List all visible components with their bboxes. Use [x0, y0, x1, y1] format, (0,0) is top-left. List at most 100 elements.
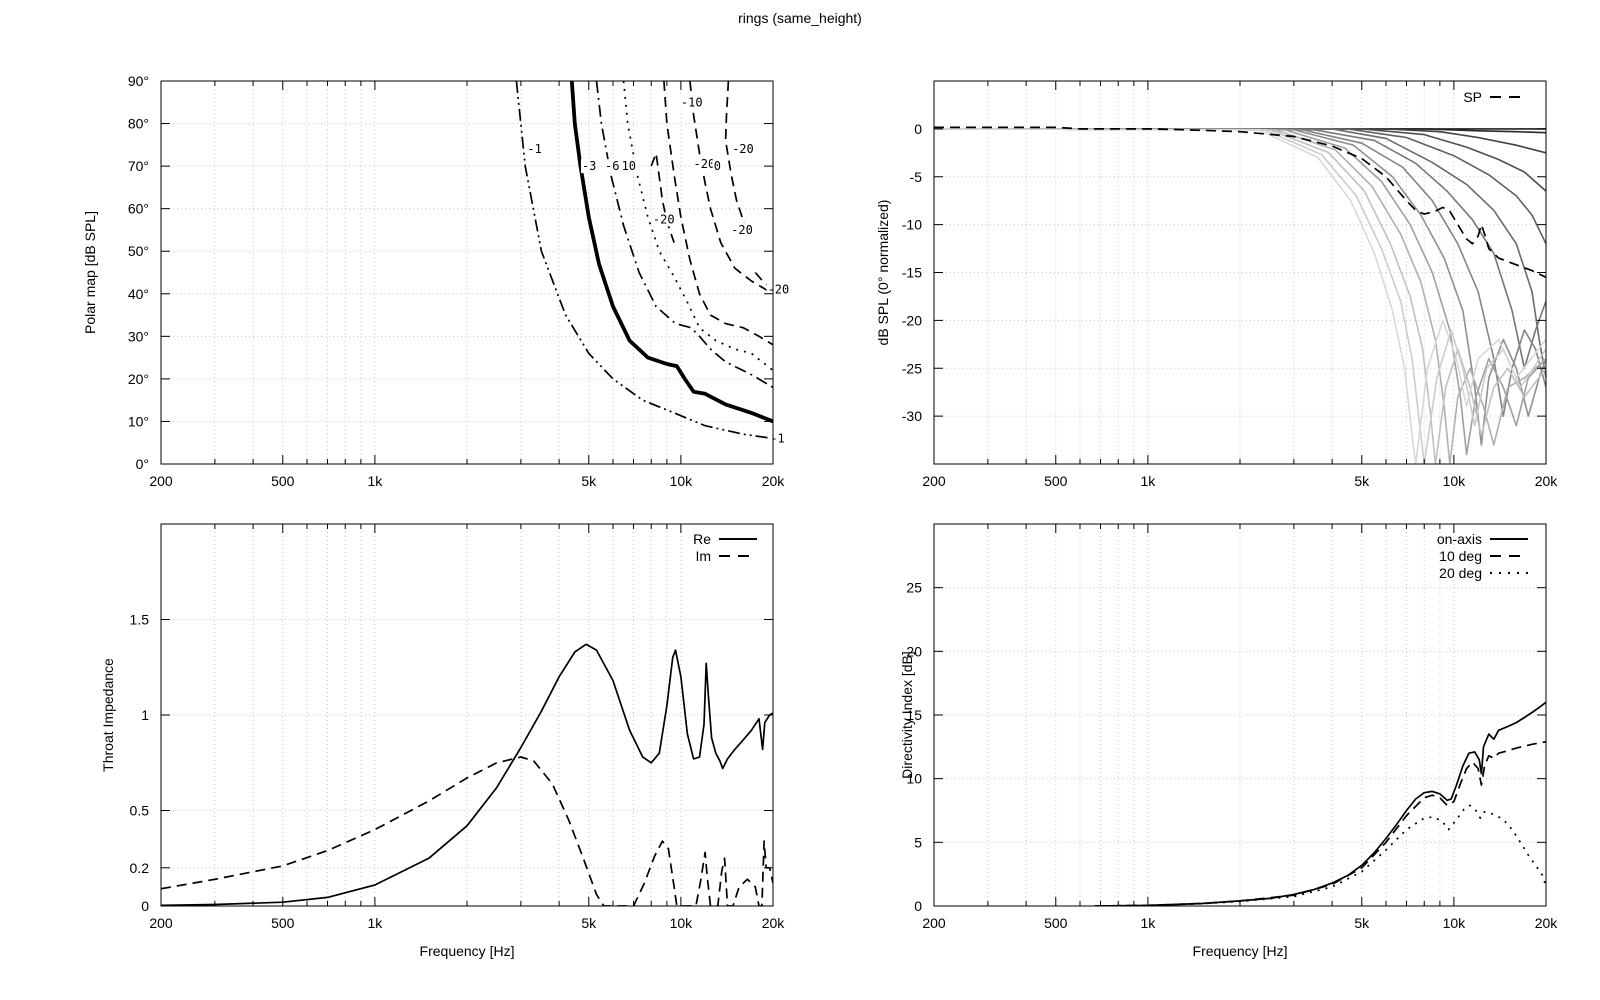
- y-tick-label: 0: [141, 898, 149, 914]
- impedance-series-group: [161, 643, 773, 906]
- y-tick-label: 0.2: [130, 860, 150, 876]
- x-tick-label: 1k: [367, 915, 383, 931]
- contour-label: -1: [770, 431, 784, 445]
- x-tick-label: 1k: [367, 473, 383, 489]
- y-tick-label: 1: [141, 707, 149, 723]
- contour-label-bg: [712, 159, 723, 174]
- y-tick-label: 50°: [128, 243, 149, 259]
- contour-label: 0: [714, 159, 721, 173]
- x-tick-label: 5k: [1354, 473, 1370, 489]
- y-tick-label: -10: [902, 217, 922, 233]
- x-tick-label: 500: [1044, 473, 1068, 489]
- x-tick-label: 500: [271, 915, 295, 931]
- x-tick-label: 10k: [670, 915, 694, 931]
- spl-series-line-7: [934, 128, 1546, 417]
- polar-plot-frame: [160, 80, 774, 465]
- y-tick-label: 0: [914, 898, 922, 914]
- di-series-20-deg: [1094, 804, 1546, 906]
- contour-label: -6: [605, 159, 619, 173]
- di-grid: [934, 524, 1546, 906]
- spl-grid: [934, 81, 1546, 464]
- contour-label-bg: [730, 222, 755, 237]
- y-axis-label: Polar map [dB SPL]: [82, 211, 98, 334]
- contour-label: -3: [582, 159, 596, 173]
- y-tick-label: 20°: [128, 371, 149, 387]
- x-tick-label: 1k: [1140, 915, 1156, 931]
- contour-label-bg: [769, 431, 787, 446]
- legend-label: 20 deg: [1439, 565, 1482, 581]
- y-axis-label: Throat Impedance: [100, 658, 116, 772]
- spl-series-line-5: [934, 128, 1546, 378]
- y-tick-label: 20: [906, 643, 922, 659]
- spl-series-line-8: [934, 128, 1546, 446]
- polar-series--20: [689, 81, 773, 295]
- di-chart: 200 500 1k 5k 10k 20k 0 5 10 15 20 25 Frequency [Hz]…: [899, 523, 1559, 959]
- y-tick-label: 10°: [128, 413, 149, 429]
- polar-series--20: [650, 152, 675, 243]
- legend-label: SP: [1463, 89, 1482, 105]
- polar-series--1: [515, 81, 773, 440]
- x-tick-label: 200: [922, 473, 946, 489]
- legend-label: on-axis: [1437, 531, 1482, 547]
- impedance-series-Re: [161, 643, 773, 906]
- contour-label-bg: [692, 156, 718, 171]
- spl-series-line-13: [934, 128, 1546, 464]
- contour-label-bg: [620, 159, 638, 174]
- spl-series-line-10: [934, 128, 1546, 464]
- contour-label: 10: [622, 159, 636, 173]
- contour-label: -10: [681, 95, 703, 109]
- legend-label: Re: [693, 531, 711, 547]
- x-tick-label: 5k: [1354, 915, 1370, 931]
- y-tick-label: 0°: [136, 456, 149, 472]
- impedance-grid: [161, 524, 773, 906]
- spl-series-line-11: [934, 128, 1546, 464]
- spl-series-SP: [934, 126, 1546, 279]
- x-tick-label: 1k: [1140, 473, 1156, 489]
- x-tick-label: 200: [149, 473, 173, 489]
- polar-series-10: [622, 81, 773, 372]
- contour-label-bg: [526, 142, 544, 157]
- x-tick-label: 200: [922, 915, 946, 931]
- y-tick-label: 15: [906, 707, 922, 723]
- y-tick-label: -20: [902, 312, 922, 328]
- x-tick-label: 10k: [1443, 473, 1467, 489]
- contour-label-bg: [580, 159, 598, 174]
- x-tick-label: 500: [271, 473, 295, 489]
- spl-series-line-4: [934, 128, 1546, 245]
- figure-title: rings (same_height): [738, 10, 862, 26]
- spl-series-line-6: [934, 128, 1546, 370]
- spl-legend: SP: [1463, 89, 1528, 105]
- spl-series-line-3: [934, 128, 1546, 192]
- y-tick-label: 0: [914, 121, 922, 137]
- y-tick-label: 80°: [128, 116, 149, 132]
- spl-series-line-12: [934, 128, 1546, 464]
- x-axis-label: Frequency [Hz]: [420, 943, 515, 959]
- y-tick-label: 70°: [128, 158, 149, 174]
- impedance-chart: 200 500 1k 5k 10k 20k 0 0.2 0.5 1 1.5 Frequency [Hz…: [100, 523, 786, 959]
- x-tick-label: 10k: [670, 473, 694, 489]
- y-tick-label: -15: [902, 265, 922, 281]
- y-tick-label: -5: [910, 169, 923, 185]
- spl-series-group: [934, 126, 1546, 464]
- x-tick-label: 500: [1044, 915, 1068, 931]
- contour-label: -20: [768, 283, 790, 297]
- contour-label-bg: [731, 142, 756, 157]
- contour-label: -20: [731, 223, 753, 237]
- x-tick-label: 20k: [762, 915, 786, 931]
- y-tick-label: 1.5: [130, 612, 150, 628]
- y-tick-label: 40°: [128, 286, 149, 302]
- x-tick-label: 200: [149, 915, 173, 931]
- contour-label-bg: [679, 95, 705, 110]
- y-tick-label: 5: [914, 834, 922, 850]
- contour-label-bg: [651, 212, 677, 227]
- x-tick-label: 20k: [1535, 915, 1559, 931]
- di-series-group: [1094, 701, 1546, 906]
- y-tick-label: 0.5: [130, 803, 150, 819]
- contour-label: -20: [653, 212, 675, 226]
- di-series-10-deg: [1094, 740, 1546, 906]
- x-tick-label: 10k: [1443, 915, 1467, 931]
- legend-label: Im: [695, 548, 711, 564]
- y-tick-label: 90°: [128, 73, 149, 89]
